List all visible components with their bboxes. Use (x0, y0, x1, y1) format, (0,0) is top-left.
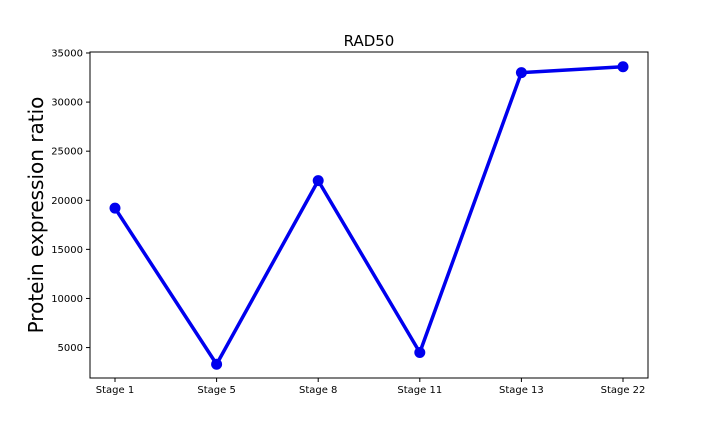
y-tick-label: 25000 (51, 147, 83, 158)
x-tick-label: Stage 8 (299, 385, 337, 396)
data-point (515, 67, 527, 79)
x-tick-label: Stage 22 (601, 385, 646, 396)
y-tick-label: 15000 (51, 245, 83, 256)
x-tick-label: Stage 13 (499, 385, 544, 396)
y-tick-label: 20000 (51, 196, 83, 207)
data-point (414, 346, 426, 358)
data-point (617, 61, 629, 73)
y-tick-label: 30000 (51, 98, 83, 109)
y-tick-label: 10000 (51, 294, 83, 305)
data-point (211, 358, 223, 370)
chart-title: RAD50 (344, 32, 395, 50)
x-tick-label: Stage 11 (397, 385, 442, 396)
plot-area: Stage 1 Stage 5 Stage 8 Stage 11 Stage 13 Sta… (51, 48, 649, 396)
y-tick-label: 35000 (51, 48, 83, 59)
plot-frame (89, 51, 649, 379)
y-axis-label: Protein expression ratio (24, 97, 48, 334)
y-tick-label: 5000 (58, 343, 83, 354)
data-point (109, 202, 121, 214)
x-tick-label: Stage 1 (96, 385, 134, 396)
series-line (113, 64, 625, 367)
data-point (312, 175, 324, 187)
x-tick-label: Stage 5 (197, 385, 235, 396)
